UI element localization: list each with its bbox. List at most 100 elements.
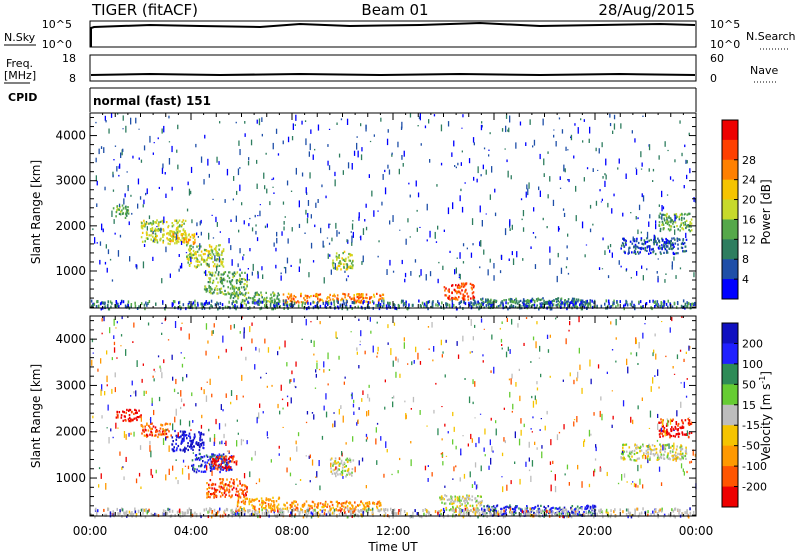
echo-cell <box>351 267 354 270</box>
echo-cell <box>276 237 278 244</box>
echo-cell <box>433 114 436 117</box>
echo-cell <box>347 293 350 296</box>
echo-cell <box>514 509 517 512</box>
echo-cell <box>341 307 343 311</box>
echo-cell <box>203 179 205 185</box>
echo-cell <box>276 231 278 237</box>
echo-cell <box>372 501 374 504</box>
echo-cell <box>512 304 515 308</box>
echo-cell <box>233 176 235 181</box>
echo-cell <box>342 258 345 261</box>
echo-cell <box>155 234 157 237</box>
echo-cell <box>659 229 662 233</box>
echo-cell <box>198 458 201 462</box>
echo-cell <box>403 150 405 157</box>
echo-cell <box>630 483 633 485</box>
nave-label: Nave <box>750 64 778 77</box>
echo-cell <box>334 295 336 298</box>
echo-cell <box>182 229 185 232</box>
echo-cell <box>211 271 214 274</box>
echo-cell <box>490 457 492 465</box>
echo-cell <box>131 410 133 413</box>
echo-cell <box>404 278 406 283</box>
echo-cell <box>541 305 543 309</box>
echo-cell <box>172 440 174 443</box>
echo-cell <box>480 124 483 131</box>
echo-cell <box>332 267 335 270</box>
echo-cell <box>156 226 158 228</box>
echo-cell <box>640 239 643 242</box>
echo-cell <box>206 496 208 499</box>
echo-cell <box>310 321 312 323</box>
echo-cell <box>349 501 352 504</box>
echo-cell <box>690 229 693 232</box>
echo-cell <box>317 124 320 131</box>
echo-cell <box>196 443 199 446</box>
echo-cell <box>546 334 549 339</box>
echo-cell <box>664 141 666 147</box>
echo-cell <box>346 460 349 463</box>
echo-cell <box>445 508 448 511</box>
echo-cell <box>244 278 247 282</box>
echo-cell <box>231 460 233 463</box>
echo-cell <box>410 441 412 444</box>
echo-cell <box>467 298 470 301</box>
echo-cell <box>210 292 212 295</box>
echo-cell <box>465 504 468 507</box>
echo-cell <box>658 224 660 227</box>
echo-cell <box>293 300 296 303</box>
echo-cell <box>486 301 489 305</box>
echo-cell <box>680 463 683 469</box>
echo-cell <box>378 504 381 507</box>
echo-cell <box>313 301 316 304</box>
echo-cell <box>253 298 255 301</box>
echo-cell <box>271 505 274 508</box>
echo-cell <box>441 496 443 499</box>
echo-cell <box>682 242 685 246</box>
echo-cell <box>604 173 606 176</box>
echo-cell <box>655 303 657 307</box>
echo-cell <box>183 439 185 442</box>
echo-cell <box>336 266 338 269</box>
echo-cell <box>447 289 449 292</box>
echo-cell <box>459 286 462 289</box>
echo-cell <box>437 278 439 284</box>
echo-cell <box>249 326 251 333</box>
echo-cell <box>233 483 235 486</box>
echo-cell <box>200 250 203 253</box>
echo-cell <box>337 256 339 259</box>
echo-cell <box>120 210 122 213</box>
echo-cell <box>467 443 469 447</box>
echo-cell <box>214 489 216 492</box>
echo-cell <box>135 409 137 412</box>
echo-cell <box>657 455 660 458</box>
echo-cell <box>291 503 293 507</box>
echo-cell <box>358 299 360 303</box>
echo-cell <box>187 434 190 437</box>
echo-cell <box>335 252 338 255</box>
echo-cell <box>220 460 223 463</box>
echo-cell <box>194 435 196 438</box>
echo-cell <box>553 134 555 138</box>
echo-cell <box>377 346 379 352</box>
echo-cell <box>630 212 632 214</box>
echo-cell <box>534 395 536 401</box>
echo-cell <box>550 439 552 446</box>
echo-cell <box>508 127 510 133</box>
echo-cell <box>178 237 180 240</box>
echo-cell <box>342 252 344 255</box>
echo-cell <box>145 222 148 225</box>
echo-cell <box>251 271 253 276</box>
echo-cell <box>170 434 172 437</box>
echo-cell <box>509 228 511 231</box>
echo-cell <box>404 400 406 403</box>
echo-cell <box>141 231 144 234</box>
echo-cell <box>657 277 659 283</box>
echo-cell <box>558 431 561 434</box>
echo-cell <box>667 242 669 245</box>
echo-cell <box>592 504 594 507</box>
echo-cell <box>347 294 349 297</box>
echo-cell <box>663 446 666 449</box>
echo-cell <box>669 451 672 454</box>
echo-cell <box>216 468 219 471</box>
